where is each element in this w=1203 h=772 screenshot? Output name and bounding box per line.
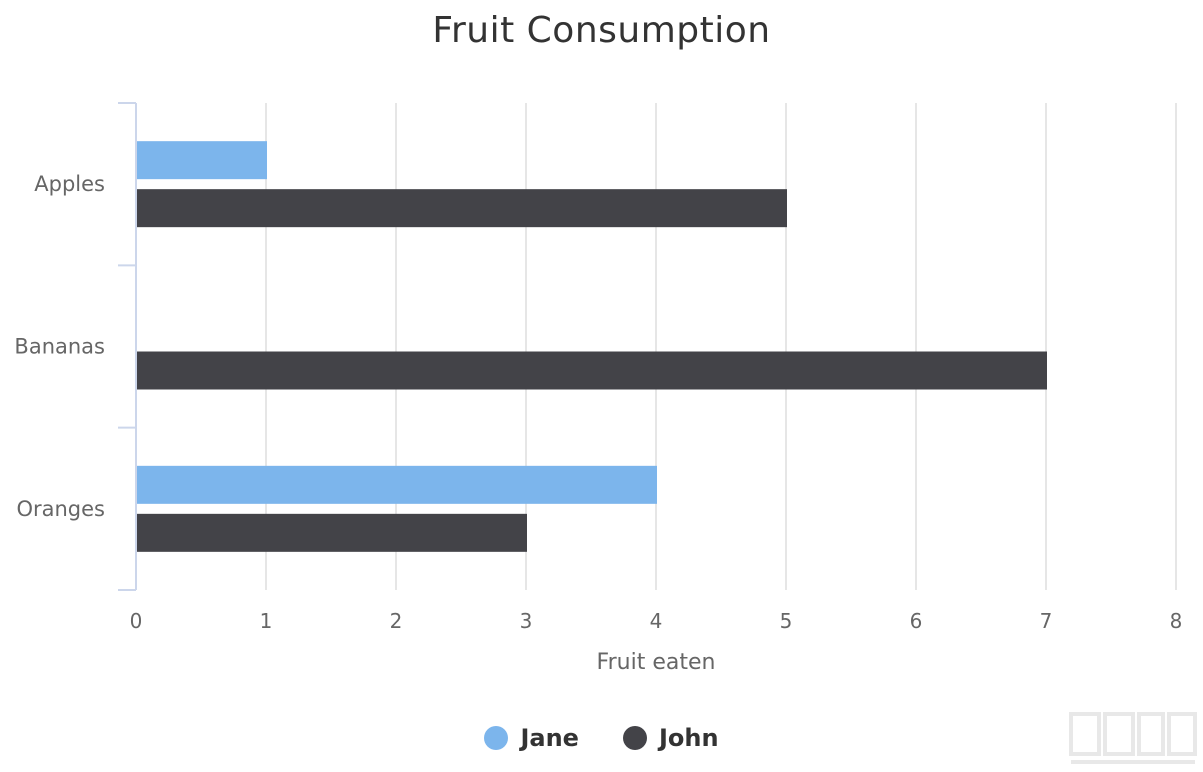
legend-item-jane[interactable]: Jane: [484, 724, 579, 752]
legend-marker-john: [622, 726, 647, 750]
x-tick-label: 7: [1040, 609, 1053, 633]
bars: [137, 141, 1047, 552]
legend-item-john[interactable]: John: [622, 724, 719, 752]
y-category-label: Apples: [34, 172, 105, 196]
grid-lines: [265, 103, 1177, 590]
bar-john-bananas[interactable]: [137, 351, 1047, 390]
y-category-labels: Apples Bananas Oranges: [14, 172, 105, 521]
bar-jane-oranges[interactable]: [137, 465, 657, 504]
y-category-label: Oranges: [16, 497, 105, 521]
x-tick-label: 4: [650, 609, 663, 633]
y-category-label: Bananas: [14, 335, 105, 359]
x-tick-label: 3: [520, 609, 533, 633]
legend-marker-jane: [484, 726, 509, 750]
bar-jane-apples[interactable]: [137, 141, 267, 180]
bar-john-apples[interactable]: [137, 189, 787, 228]
x-tick-labels: 0 1 2 3 4 5 6 7 8: [130, 609, 1183, 633]
x-tick-label: 2: [390, 609, 403, 633]
chart-title: Fruit Consumption: [432, 10, 771, 51]
bar-john-oranges[interactable]: [137, 513, 527, 552]
watermark-logo-icon: [1069, 712, 1197, 764]
y-axis: [118, 102, 137, 591]
legend-label-jane: Jane: [520, 724, 579, 752]
legend-label-john: John: [658, 724, 719, 752]
x-tick-label: 0: [130, 609, 143, 633]
x-tick-label: 1: [260, 609, 273, 633]
x-axis-title: Fruit eaten: [596, 650, 716, 675]
x-tick-label: 8: [1170, 609, 1183, 633]
x-tick-label: 6: [910, 609, 923, 633]
legend: Jane John: [0, 718, 1203, 758]
x-tick-label: 5: [780, 609, 793, 633]
